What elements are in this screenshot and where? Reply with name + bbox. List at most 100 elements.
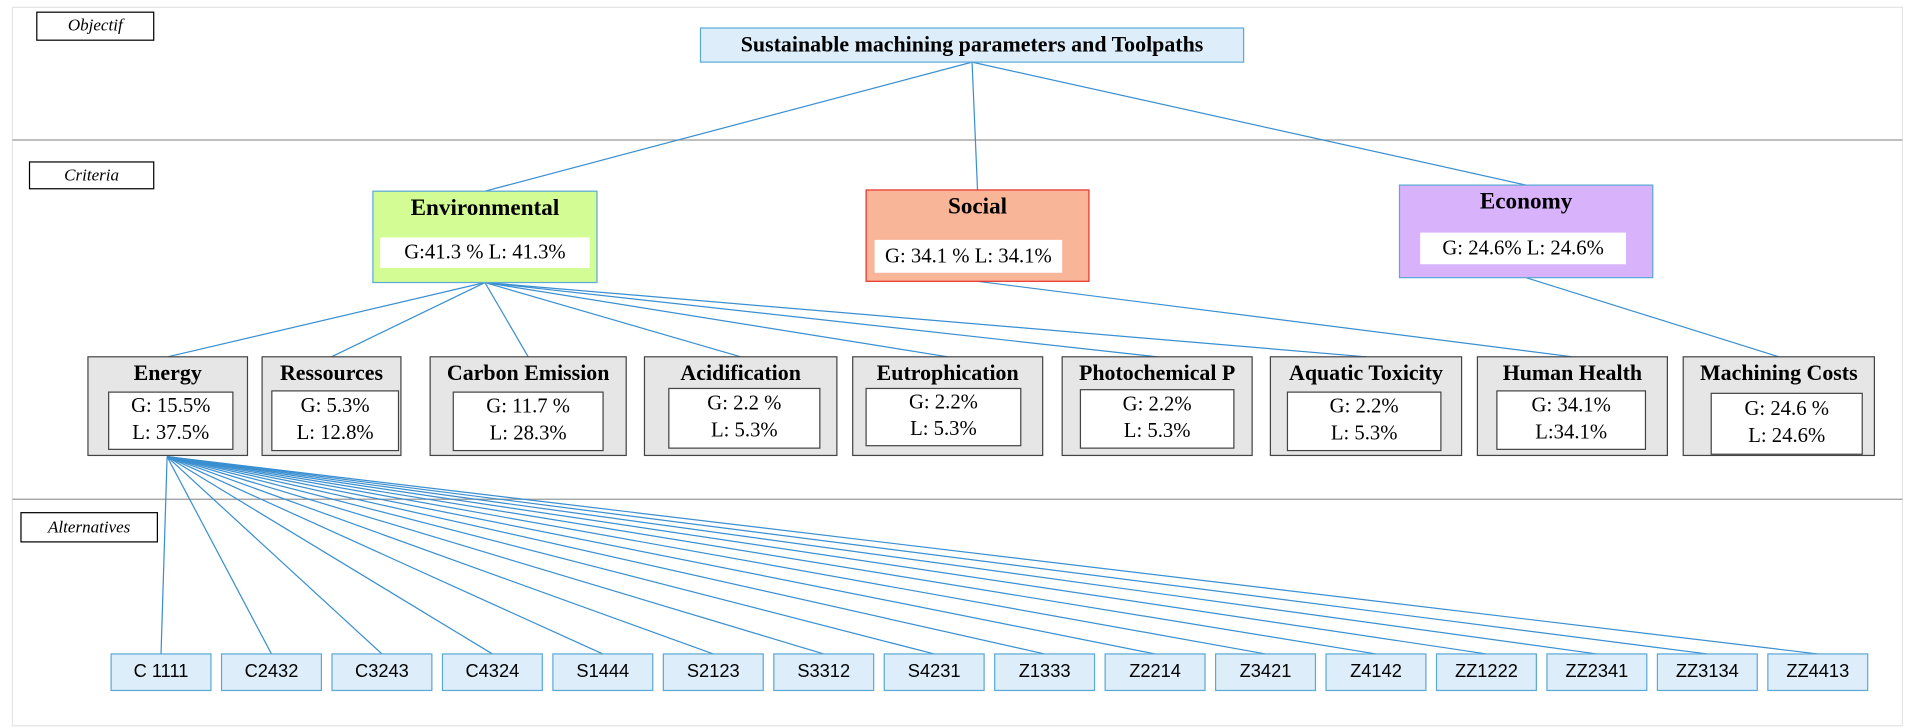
objective-title: Sustainable machining parameters and Too… bbox=[741, 31, 1204, 56]
local-weight: L: 24.6% bbox=[1748, 425, 1825, 447]
subcriterion-title: Acidification bbox=[680, 360, 800, 385]
alternative-box bbox=[994, 653, 1096, 692]
alternative-label: Z2214 bbox=[1129, 660, 1181, 681]
edge bbox=[484, 282, 529, 358]
alternative-label: C2432 bbox=[245, 660, 299, 681]
weight-box bbox=[271, 390, 400, 452]
weight-box bbox=[668, 387, 821, 449]
edge bbox=[166, 456, 604, 655]
alternative-box bbox=[1767, 653, 1869, 692]
edge bbox=[166, 456, 1156, 655]
edge bbox=[166, 456, 714, 655]
alternative-label: S4231 bbox=[908, 660, 961, 681]
local-weight: L: 5.3% bbox=[1331, 422, 1398, 444]
edge bbox=[977, 280, 1573, 358]
local-weight: L:34.1% bbox=[1535, 421, 1607, 443]
edge bbox=[167, 456, 1487, 655]
criterion-weights: G: 24.6% L: 24.6% bbox=[1442, 237, 1603, 259]
global-weight: G: 2.2% bbox=[909, 391, 978, 413]
alternative-label: ZZ4413 bbox=[1786, 660, 1849, 681]
alternative-label: S2123 bbox=[687, 660, 740, 681]
alternative-label: ZZ2341 bbox=[1565, 660, 1628, 681]
edge bbox=[971, 61, 1527, 186]
alternative-label: S3312 bbox=[797, 660, 850, 681]
global-weight: G: 2.2% bbox=[1123, 393, 1192, 415]
weight-box bbox=[1079, 389, 1235, 449]
alternative-box bbox=[883, 653, 985, 692]
weight-box bbox=[1420, 232, 1626, 265]
weight-box bbox=[1496, 390, 1647, 450]
global-weight: G: 5.3% bbox=[301, 395, 370, 417]
edge bbox=[166, 456, 383, 655]
alternative-label: ZZ1222 bbox=[1455, 660, 1518, 681]
alternative-box bbox=[1435, 653, 1537, 692]
subcriterion-title: Energy bbox=[134, 360, 202, 385]
criterion-weights: G: 34.1 % L: 34.1% bbox=[885, 245, 1052, 267]
subcriterion-title: Eutrophication bbox=[877, 360, 1019, 385]
subcriterion-title: Ressources bbox=[280, 360, 383, 385]
alternative-box bbox=[1325, 653, 1427, 692]
alternative-box bbox=[441, 653, 543, 692]
edge bbox=[484, 281, 1367, 358]
alternative-label: C 1111 bbox=[134, 660, 189, 681]
alternative-label: C4324 bbox=[465, 660, 519, 681]
global-weight: G: 2.2% bbox=[1330, 396, 1399, 418]
edge bbox=[167, 456, 1597, 655]
weight-box bbox=[1286, 391, 1442, 452]
alternative-label: Z3421 bbox=[1240, 660, 1292, 681]
criterion-title: Environmental bbox=[411, 195, 560, 221]
subcriterion-title: Aquatic Toxicity bbox=[1289, 360, 1443, 385]
edge bbox=[484, 281, 948, 358]
alternative-box bbox=[1656, 653, 1758, 692]
alternative-box bbox=[662, 653, 764, 692]
edge bbox=[166, 456, 824, 655]
subcriterion-title: Human Health bbox=[1503, 360, 1642, 385]
subcriterion-title: Machining Costs bbox=[1700, 360, 1858, 385]
edge bbox=[166, 456, 493, 655]
local-weight: L: 37.5% bbox=[132, 422, 209, 444]
level-label: Criteria bbox=[64, 165, 119, 184]
level-box bbox=[36, 11, 155, 41]
edge bbox=[166, 456, 1045, 655]
local-weight: L: 5.3% bbox=[1124, 420, 1191, 442]
edge bbox=[166, 456, 935, 655]
global-weight: G: 34.1% bbox=[1532, 394, 1611, 416]
edge bbox=[167, 456, 1266, 655]
criterion-title: Economy bbox=[1480, 189, 1573, 215]
global-weight: G: 11.7 % bbox=[486, 396, 570, 418]
global-weight: G: 15.5% bbox=[131, 395, 210, 417]
edge bbox=[160, 456, 168, 654]
weight-box bbox=[452, 391, 604, 452]
local-weight: L: 5.3% bbox=[910, 418, 977, 440]
local-weight: L: 12.8% bbox=[297, 422, 374, 444]
edge bbox=[167, 281, 486, 358]
weight-box bbox=[380, 237, 590, 268]
alternative-label: S1444 bbox=[576, 660, 629, 681]
edge bbox=[484, 281, 1158, 358]
local-weight: L: 5.3% bbox=[711, 419, 778, 441]
level-label: Alternatives bbox=[47, 517, 131, 536]
objective-box bbox=[699, 27, 1245, 63]
alternative-box bbox=[773, 653, 875, 692]
weight-box bbox=[865, 387, 1022, 447]
alternative-box bbox=[552, 653, 654, 692]
weight-box bbox=[1710, 392, 1863, 455]
weight-box bbox=[874, 239, 1063, 273]
edge bbox=[331, 281, 486, 358]
level-box bbox=[20, 512, 158, 543]
weight-box bbox=[108, 391, 234, 450]
alternative-box bbox=[220, 653, 323, 692]
level-label: Objectif bbox=[68, 16, 125, 35]
local-weight: L: 28.3% bbox=[490, 422, 567, 444]
alternative-box bbox=[331, 653, 433, 692]
alternative-label: Z4142 bbox=[1350, 660, 1402, 681]
subcriterion-title: Carbon Emission bbox=[447, 360, 610, 385]
global-weight: G: 2.2 % bbox=[707, 393, 781, 415]
edge bbox=[167, 456, 1377, 655]
alternative-label: Z1333 bbox=[1019, 660, 1071, 681]
frame bbox=[11, 6, 1904, 727]
criterion-weights: G:41.3 % L: 41.3% bbox=[404, 242, 565, 264]
edge bbox=[166, 456, 273, 655]
criterion-title: Social bbox=[948, 194, 1008, 220]
